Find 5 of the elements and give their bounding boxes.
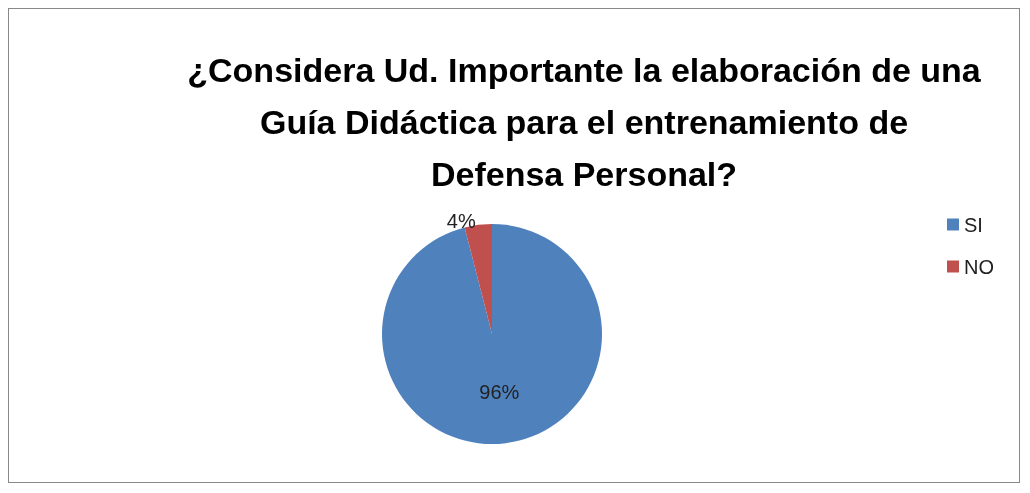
chart-title: ¿Considera Ud. Importante la elaboración de una Guía Didáctica para el entrenamiento de Defensa Personal?: [187, 51, 982, 193]
legend-label: NO: [964, 255, 994, 278]
data-label: 4%: [446, 209, 476, 232]
data-label: 96%: [479, 380, 520, 403]
legend-label: SI: [964, 213, 983, 236]
